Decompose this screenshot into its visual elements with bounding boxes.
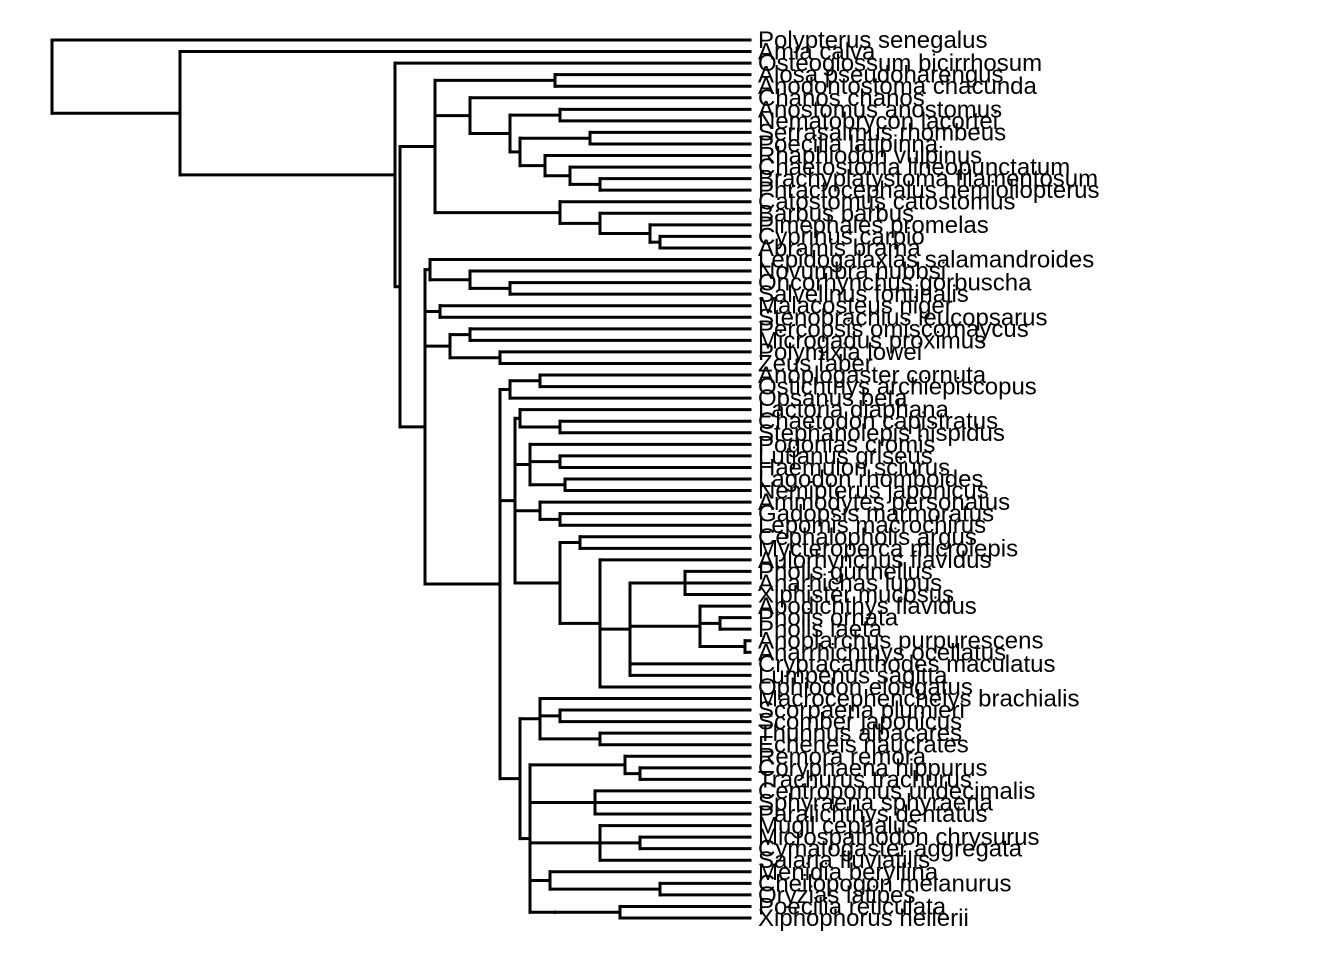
tip-label: Microspathodon chrysurus (758, 824, 1039, 851)
tip-label: Mycteroperca microlepis (758, 535, 1018, 562)
tip-label: Macrocephenchelys brachialis (758, 686, 1080, 713)
tip-label: Poecilia reticulata (758, 893, 947, 920)
tip-label: Pholis laeta (758, 616, 883, 643)
tip-label: Salvelinus fontinalis (758, 281, 969, 308)
tip-label: Lepomis macrochirus (758, 512, 986, 539)
tip-label: Anoplarchus purpurescens (758, 628, 1044, 655)
tip-label: Osteoglossum bicirrhosum (758, 50, 1042, 77)
tip-label: Cephalopholis argus (758, 524, 977, 551)
tip-label: Zeus faber (758, 350, 873, 377)
tip-label: Cryptacanthodes maculatus (758, 651, 1056, 678)
tip-label: Remora remora (758, 743, 927, 770)
tip-label: Anostomus anostomus (758, 96, 1002, 123)
tip-label: Aulorhynchus flavidus (758, 547, 991, 574)
tip-label: Percopsis omiscomaycus (758, 316, 1029, 343)
tip-label: Ammodytes personatus (758, 489, 1010, 516)
tip-label: Trachurus trachurus (758, 766, 972, 793)
tree-branches (50, 38, 752, 920)
tip-label: Lactoria diaphana (758, 397, 949, 424)
tip-label: Chaetodon capistratus (758, 408, 998, 435)
tip-label: Nemipterus japonicus (758, 478, 989, 505)
tip-label: Paralichthys dentatus (758, 801, 987, 828)
tip-label: Brachyplatystoma filamentosum (758, 166, 1098, 193)
tip-label: Scorpaena plumieri (758, 697, 965, 724)
tip-label: Lutjanus griseus (758, 443, 933, 470)
tip-label: Polypterus senegalus (758, 27, 987, 54)
tip-label: Gadopsis marmoratus (758, 501, 994, 528)
tip-label: Lagodon rhomboides (758, 466, 984, 493)
tip-label: Serrasalmus rhombeus (758, 119, 1006, 146)
tip-label: Rhaphiodon vulpinus (758, 143, 982, 170)
tip-label: Pimephales promelas (758, 212, 989, 239)
tip-label: Chaetostoma lineopunctatum (758, 154, 1070, 181)
tip-label: Xiphophorus hellerii (758, 905, 969, 932)
tip-label: Menidia beryllina (758, 859, 939, 886)
tip-label: Xiphister mucosus (758, 582, 954, 609)
tip-label: Barbus barbus (758, 200, 914, 227)
tip-label: Phractocephalus hemioliopterus (758, 177, 1100, 204)
tip-label: Anarhichas lupus (758, 570, 942, 597)
tip-label: Anarrhichthys ocellatus (758, 639, 1006, 666)
tip-label: Apodichthys flavidus (758, 593, 977, 620)
tip-label: Salaria fluviatilis (758, 847, 930, 874)
tip-label: Cymatogaster aggregata (758, 836, 1023, 863)
tip-label: Opsanus beta (758, 385, 908, 412)
tip-label: Microgadus proximus (758, 327, 986, 354)
tip-label: Novumbra hubbsi (758, 258, 946, 285)
tip-label: Malacosteus niger (758, 293, 953, 320)
tip-label: Oncorhynchus gorbuscha (758, 270, 1032, 297)
tip-label: Mugil cephalus (758, 813, 918, 840)
tip-label: Chanos chanos (758, 85, 925, 112)
tip-label: Haemulon sciurus (758, 454, 950, 481)
tip-label: Stephanolepis hispidus (758, 420, 1005, 447)
tip-label: Centropomus undecimalis (758, 778, 1035, 805)
tip-label: Lepidogalaxias salamandroides (758, 247, 1094, 274)
tip-label: Coryphaena hippurus (758, 755, 988, 782)
tip-label: Polymixia lowei (758, 339, 922, 366)
tip-label: Anoplogaster cornuta (758, 362, 987, 389)
tip-label: Pholis ornata (758, 605, 899, 632)
tip-label: Echeneis naucrates (758, 732, 969, 759)
tip-label: Catostomus catostomus (758, 189, 1015, 216)
tip-label: Anodontostoma chacunda (758, 73, 1038, 100)
tip-label: Cheilopogon melanurus (758, 870, 1012, 897)
tip-label: Pogonias cromis (758, 431, 935, 458)
tip-label: Nematobrycon lacortei (758, 108, 998, 135)
tip-label: Alosa pseudoharengus (758, 62, 1004, 89)
tip-label: Scomber japonicus (758, 709, 962, 736)
tip-label: Pholis gunnellus (758, 558, 933, 585)
tip-label: Lumpenus sagitta (758, 662, 948, 689)
tip-label: Poecilia latipinna (758, 131, 939, 158)
tip-label: Abramis brama (758, 235, 921, 262)
tip-label: Ostichthys archiepiscopus (758, 374, 1037, 401)
tip-label: Amia calva (758, 39, 876, 66)
tip-label: Sphyraena sphyraena (758, 789, 993, 816)
tip-label: Cyprinus carpio (758, 223, 925, 250)
tip-label: Ophiodon elongatus (758, 674, 973, 701)
tip-label: Stenobrachius leucopsarus (758, 304, 1048, 331)
tip-label: Thunnus albacares (758, 720, 962, 747)
tip-label: Oryzias latipes (758, 882, 915, 909)
